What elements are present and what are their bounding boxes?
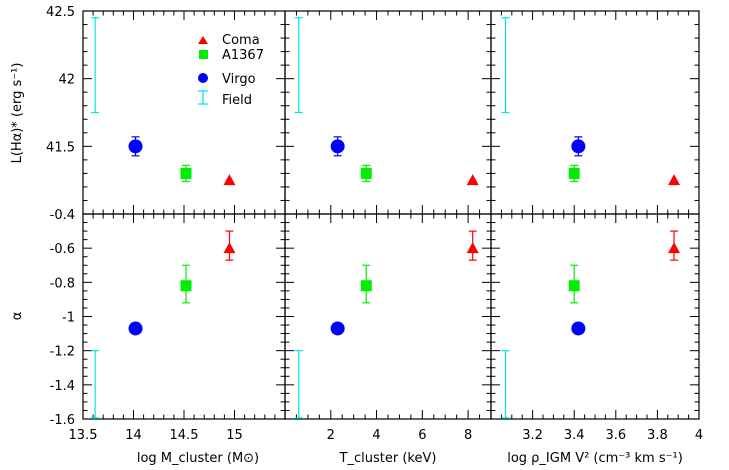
point-virgo-alpha [128, 321, 143, 336]
point-coma-alpha [466, 242, 479, 254]
x-tick-label: 4 [695, 428, 703, 443]
x-tick-label: 3.6 [605, 428, 626, 443]
x-tick-label: 3.4 [564, 428, 585, 443]
legend-marker-virgo [198, 73, 208, 83]
point-a1367-alpha [180, 280, 192, 292]
y-tick-label: -0.4 [50, 208, 75, 223]
point-a1367-alpha [360, 280, 372, 292]
x-tick-label: 13.5 [69, 428, 98, 443]
tick-labels: 42.54241.5-0.4-0.6-0.8-1-1.2-1.4-1.613.5… [46, 5, 703, 443]
point-coma-lum [466, 174, 479, 186]
x-tick-label: 4 [372, 428, 380, 443]
panel-frames [82, 10, 700, 420]
legend-marker-coma [198, 36, 208, 44]
point-coma-alpha [668, 242, 681, 254]
point-virgo-lum [330, 139, 345, 154]
y-tick-label: -0.6 [50, 242, 75, 257]
panel-frame-r0-c2 [490, 10, 700, 215]
point-coma-lum [668, 174, 681, 186]
legend-label-field: Field [222, 93, 252, 108]
y-axis-title-alpha: α [10, 312, 25, 321]
data-marks [91, 17, 681, 419]
x-axis-title-mass: log M_cluster (M⊙) [137, 451, 259, 466]
y-tick-label: -1.2 [50, 345, 75, 360]
y-tick-label: -1.4 [50, 379, 75, 394]
legend-label-a1367: A1367 [222, 48, 264, 63]
y-tick-label: -1.6 [50, 413, 75, 428]
legend-marker-field [198, 90, 208, 105]
x-axis-title-temperature: T_cluster (keV) [339, 451, 437, 466]
x-tick-label: 3.2 [522, 428, 543, 443]
x-tick-label: 6 [418, 428, 426, 443]
x-tick-label: 3.8 [647, 428, 668, 443]
y-tick-label: -1 [62, 311, 75, 326]
point-virgo-lum [128, 139, 143, 154]
panel-frame-r1-c2 [490, 213, 700, 420]
x-axis-title-density: log ρ_IGM V² (cm⁻³ km s⁻¹) [507, 451, 683, 466]
y-axis-title-luminosity: L(Hα)* (erg s⁻¹) [10, 63, 25, 164]
point-virgo-lum [571, 139, 586, 154]
point-virgo-alpha [571, 321, 586, 336]
y-tick-label: 41.5 [46, 140, 75, 155]
point-a1367-lum [360, 167, 372, 179]
x-tick-label: 8 [464, 428, 472, 443]
x-tick-label: 15 [226, 428, 243, 443]
point-coma-alpha [223, 242, 236, 254]
panel-frame-r1-c1 [284, 213, 492, 420]
y-tick-label: -0.8 [50, 276, 75, 291]
legend-label-virgo: Virgo [222, 72, 256, 87]
point-coma-lum [223, 174, 236, 186]
y-tick-label: 42 [58, 73, 75, 88]
tick-marks [82, 10, 700, 420]
panel-frame-r0-c1 [284, 10, 492, 215]
legend: Coma A1367 Virgo Field [198, 33, 264, 108]
point-a1367-lum [180, 167, 192, 179]
panel-frame-r1-c0 [82, 213, 286, 420]
x-tick-label: 14.5 [170, 428, 199, 443]
x-tick-label: 2 [327, 428, 335, 443]
x-tick-label: 14 [125, 428, 142, 443]
point-a1367-lum [568, 167, 580, 179]
point-virgo-alpha [330, 321, 345, 336]
legend-marker-a1367 [199, 50, 208, 59]
y-tick-label: 42.5 [46, 5, 75, 20]
legend-label-coma: Coma [222, 33, 260, 48]
point-a1367-alpha [568, 280, 580, 292]
